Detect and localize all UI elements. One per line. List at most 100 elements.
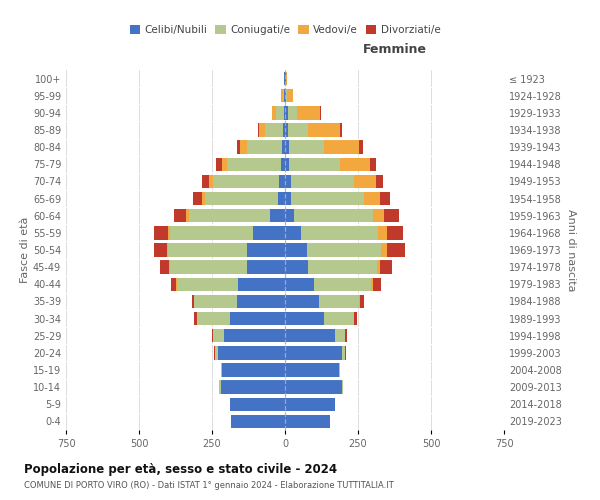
Bar [253, 226, 285, 239]
Bar [168, 226, 170, 239]
Bar [194, 294, 237, 308]
Text: COMUNE DI PORTO VIRO (RO) - Dati ISTAT 1° gennaio 2024 - Elaborazione TUTTITALIA: COMUNE DI PORTO VIRO (RO) - Dati ISTAT 1… [24, 481, 394, 490]
Bar [287, 89, 293, 102]
Bar [191, 294, 194, 308]
Bar [284, 106, 285, 120]
Bar [319, 294, 359, 308]
Bar [193, 192, 202, 205]
Bar [168, 244, 247, 256]
Bar [272, 106, 276, 120]
Bar [354, 312, 356, 326]
Bar [285, 278, 314, 291]
Bar [214, 329, 224, 342]
Bar [382, 244, 387, 256]
Bar [247, 140, 282, 154]
Bar [342, 380, 343, 394]
Bar [307, 244, 382, 256]
Bar [209, 174, 214, 188]
Bar [285, 329, 335, 342]
Bar [238, 278, 285, 291]
Bar [285, 380, 342, 394]
Bar [282, 140, 285, 154]
Y-axis label: Anni di nascita: Anni di nascita [566, 209, 575, 291]
Bar [346, 329, 347, 342]
Bar [285, 158, 289, 171]
Bar [186, 209, 188, 222]
Bar [288, 106, 296, 120]
Bar [284, 89, 285, 102]
Bar [376, 174, 383, 188]
Bar [373, 278, 382, 291]
Bar [231, 414, 285, 428]
Bar [291, 174, 353, 188]
Bar [222, 364, 285, 376]
Bar [285, 140, 289, 154]
Bar [285, 346, 342, 360]
Bar [285, 209, 294, 222]
Bar [308, 260, 377, 274]
Text: Popolazione per età, sesso e stato civile - 2024: Popolazione per età, sesso e stato civil… [24, 462, 337, 475]
Bar [170, 226, 253, 239]
Bar [205, 192, 278, 205]
Bar [340, 124, 342, 136]
Bar [370, 158, 376, 171]
Bar [237, 294, 285, 308]
Bar [160, 260, 169, 274]
Bar [288, 124, 308, 136]
Bar [285, 294, 319, 308]
Bar [285, 192, 291, 205]
Bar [265, 124, 283, 136]
Bar [285, 364, 339, 376]
Bar [279, 174, 285, 188]
Bar [227, 158, 281, 171]
Bar [230, 312, 285, 326]
Bar [218, 346, 285, 360]
Bar [387, 244, 405, 256]
Bar [285, 174, 291, 188]
Bar [240, 140, 247, 154]
Bar [217, 158, 222, 171]
Bar [314, 278, 371, 291]
Bar [294, 209, 373, 222]
Bar [289, 158, 340, 171]
Text: Femmine: Femmine [362, 42, 427, 56]
Bar [220, 380, 221, 394]
Bar [291, 192, 364, 205]
Bar [285, 244, 307, 256]
Bar [353, 174, 376, 188]
Bar [202, 174, 209, 188]
Bar [339, 364, 340, 376]
Bar [335, 329, 345, 342]
Bar [283, 124, 285, 136]
Bar [380, 192, 390, 205]
Bar [285, 226, 301, 239]
Bar [285, 312, 325, 326]
Bar [247, 260, 285, 274]
Bar [271, 209, 285, 222]
Bar [373, 209, 384, 222]
Bar [247, 244, 285, 256]
Bar [359, 140, 363, 154]
Bar [230, 398, 285, 411]
Bar [384, 209, 399, 222]
Bar [371, 278, 373, 291]
Bar [296, 106, 320, 120]
Bar [214, 174, 279, 188]
Bar [286, 89, 287, 102]
Bar [285, 414, 330, 428]
Bar [380, 260, 392, 274]
Bar [154, 226, 168, 239]
Bar [221, 380, 285, 394]
Bar [387, 226, 403, 239]
Bar [177, 278, 238, 291]
Bar [167, 244, 168, 256]
Bar [174, 209, 186, 222]
Bar [212, 329, 214, 342]
Bar [301, 226, 379, 239]
Bar [286, 72, 287, 86]
Bar [360, 294, 364, 308]
Bar [258, 124, 259, 136]
Bar [308, 124, 340, 136]
Bar [323, 140, 359, 154]
Bar [197, 312, 230, 326]
